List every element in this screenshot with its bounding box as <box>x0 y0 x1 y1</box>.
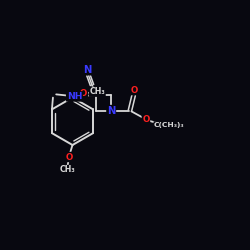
Text: CH₃: CH₃ <box>60 166 76 174</box>
Text: N: N <box>107 106 115 116</box>
Text: N: N <box>83 65 91 75</box>
Text: NH: NH <box>67 92 82 101</box>
Text: O: O <box>131 86 138 94</box>
Text: O: O <box>65 152 72 162</box>
Text: CH₃: CH₃ <box>90 87 105 96</box>
Text: O: O <box>80 89 88 98</box>
Text: C(CH₃)₃: C(CH₃)₃ <box>154 122 185 128</box>
Text: O: O <box>142 116 150 124</box>
